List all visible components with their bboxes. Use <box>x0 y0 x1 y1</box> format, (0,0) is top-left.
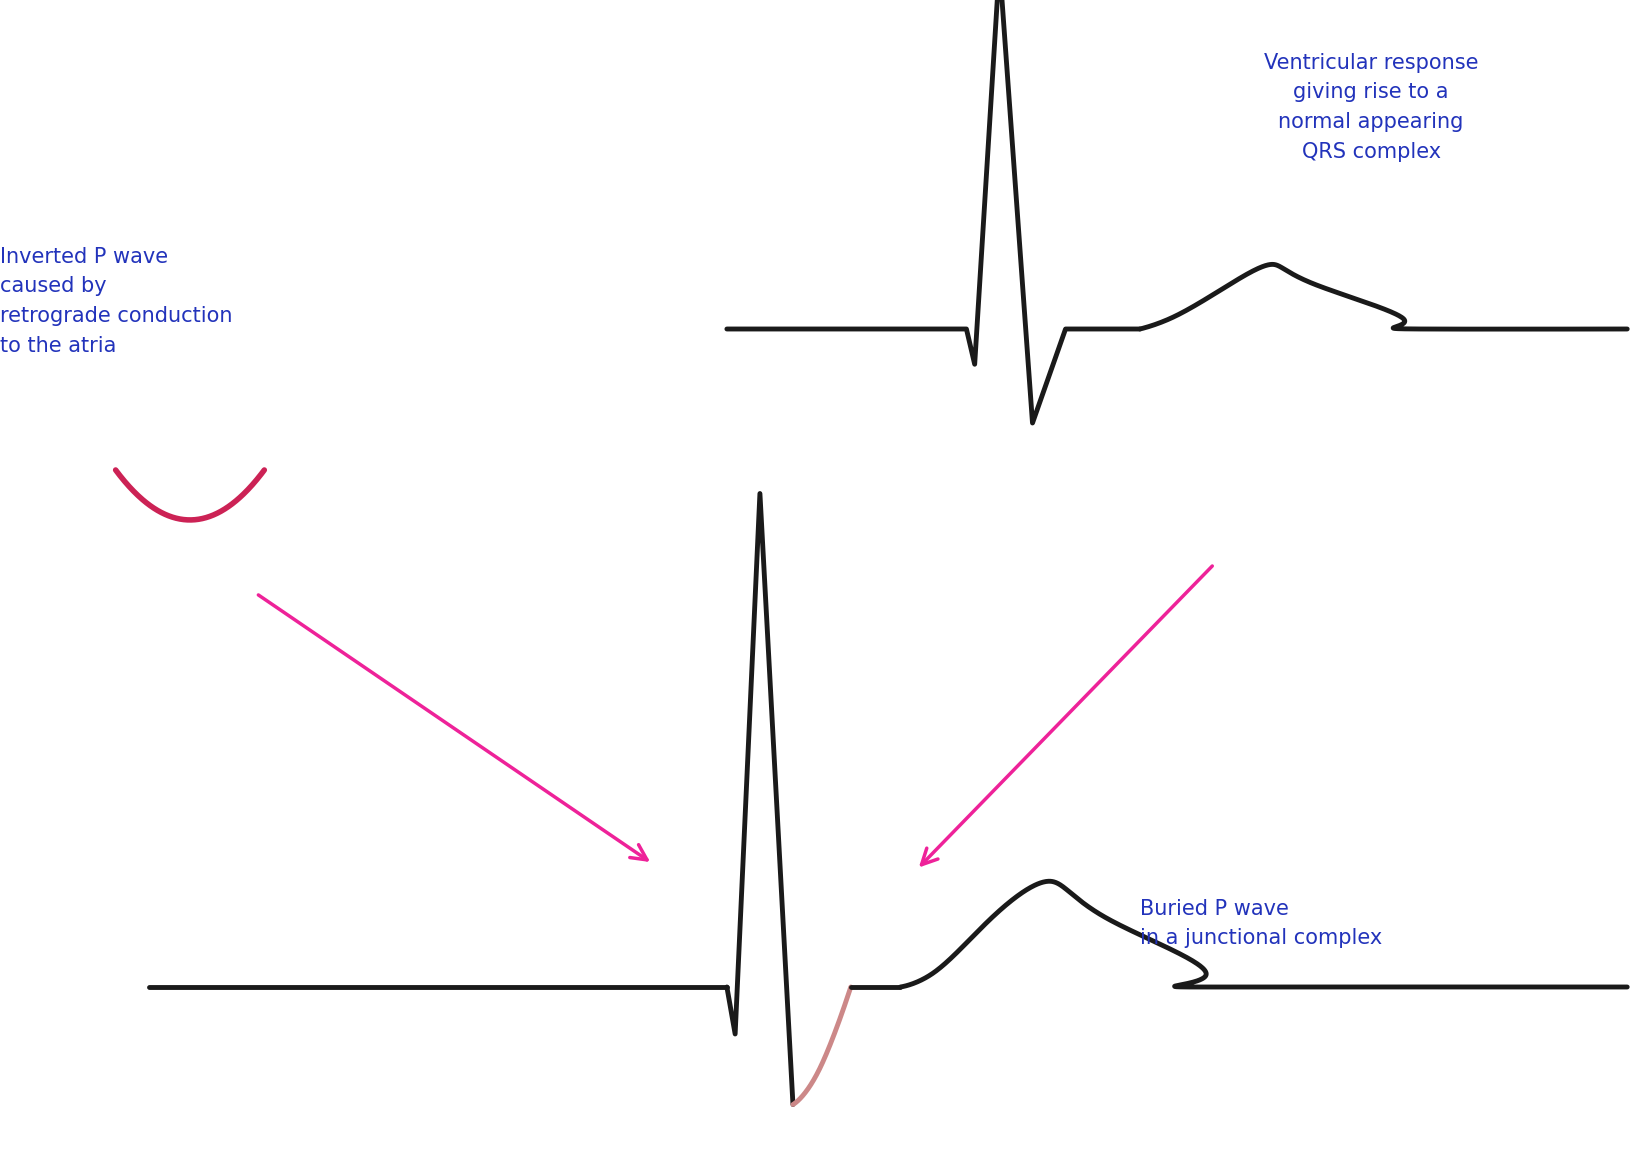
Text: Inverted P wave
caused by
retrograde conduction
to the atria: Inverted P wave caused by retrograde con… <box>0 247 233 356</box>
Text: Ventricular response
giving rise to a
normal appearing
QRS complex: Ventricular response giving rise to a no… <box>1264 53 1479 162</box>
Text: Buried P wave
in a junctional complex: Buried P wave in a junctional complex <box>1140 899 1383 948</box>
